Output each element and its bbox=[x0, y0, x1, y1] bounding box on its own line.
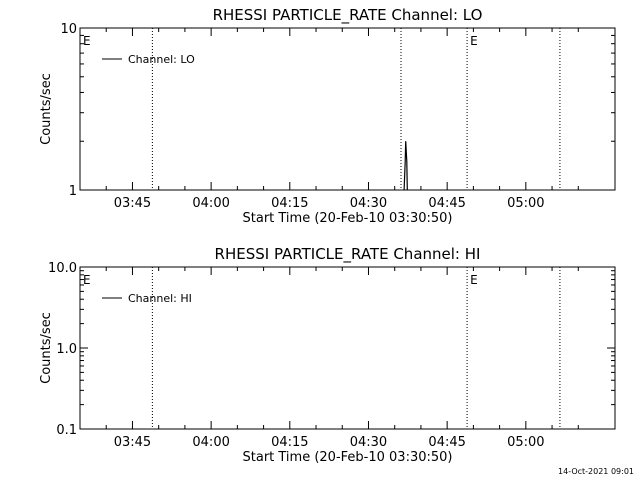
event-marker-label: E bbox=[83, 34, 91, 48]
data-series-line bbox=[403, 141, 408, 191]
x-tick-label: 03:45 bbox=[114, 196, 151, 211]
x-tick-label: 04:45 bbox=[428, 196, 465, 211]
x-axis-label: Start Time (20-Feb-10 03:30:50) bbox=[243, 211, 453, 226]
x-axis-label: Start Time (20-Feb-10 03:30:50) bbox=[243, 450, 453, 465]
hi-channel-panel: RHESSI PARTICLE_RATE Channel: HI 0.1 1.0 10… bbox=[39, 245, 616, 465]
generation-timestamp: 14-Oct-2021 09:01 bbox=[558, 467, 634, 476]
y-tick-label: 10 bbox=[60, 22, 77, 37]
x-tick-label: 04:00 bbox=[192, 196, 229, 211]
x-tick-label: 04:00 bbox=[192, 435, 229, 450]
event-marker-label: E bbox=[83, 273, 91, 287]
y-tick-label: 1.0 bbox=[56, 342, 77, 357]
legend-entry: Channel: LO bbox=[128, 53, 195, 66]
x-tick-label: 03:45 bbox=[114, 435, 151, 450]
x-tick-label: 04:15 bbox=[271, 435, 308, 450]
x-tick-label: 04:45 bbox=[428, 435, 465, 450]
x-tick-label: 05:00 bbox=[507, 435, 544, 450]
y-tick-label: 0.1 bbox=[56, 423, 77, 438]
y-tick-label: 1 bbox=[69, 184, 77, 199]
chart-title: RHESSI PARTICLE_RATE Channel: HI bbox=[215, 245, 481, 264]
x-tick-label: 04:30 bbox=[350, 435, 387, 450]
plot-frame bbox=[79, 27, 616, 191]
chart-title: RHESSI PARTICLE_RATE Channel: LO bbox=[213, 6, 483, 25]
event-marker-label: E bbox=[470, 34, 478, 48]
x-tick-label: 04:15 bbox=[271, 196, 308, 211]
lo-channel-panel: RHESSI PARTICLE_RATE Channel: LO 1 10 03:45… bbox=[39, 6, 616, 226]
x-tick-label: 04:30 bbox=[350, 196, 387, 211]
legend-entry: Channel: HI bbox=[128, 292, 192, 305]
x-tick-label: 05:00 bbox=[507, 196, 544, 211]
y-tick-label: 10.0 bbox=[48, 261, 77, 276]
y-axis-label: Counts/sec bbox=[39, 312, 54, 384]
event-marker-label: E bbox=[470, 273, 478, 287]
y-axis-label: Counts/sec bbox=[39, 73, 54, 145]
